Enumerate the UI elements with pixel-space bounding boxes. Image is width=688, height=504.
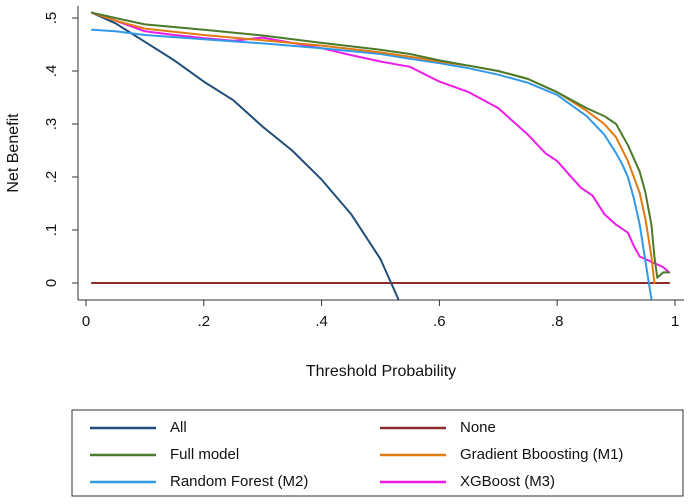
y-ticks: 0 .1 .2 .3 .4 .5	[43, 12, 78, 287]
legend: All None Full model Gradient Bboosting (M1)…	[71, 409, 684, 497]
x-tick-label: 1	[671, 313, 679, 330]
y-tick-label: .4	[43, 65, 60, 78]
x-tick-label: .8	[551, 313, 564, 330]
y-tick-label: .2	[43, 171, 60, 184]
legend-item: All	[90, 419, 187, 436]
series-line-xgboost-m3	[90, 11, 671, 274]
legend-label: All	[170, 419, 187, 436]
plot-lines	[90, 11, 671, 300]
x-tick-label: .6	[433, 313, 446, 330]
legend-item: Random Forest (M2)	[90, 473, 308, 490]
x-axis-title: Threshold Probability	[306, 363, 456, 380]
legend-label: Full model	[170, 446, 239, 463]
legend-item: None	[380, 419, 496, 436]
legend-item: Gradient Bboosting (M1)	[380, 446, 623, 463]
legend-label: None	[460, 419, 496, 436]
x-tick-label: .2	[198, 313, 211, 330]
legend-entries: All None Full model Gradient Bboosting (M1)…	[90, 419, 623, 490]
x-ticks: 0 .2 .4 .6 .8 1	[82, 300, 679, 330]
series-line-full-model	[90, 11, 671, 279]
y-tick-label: .1	[43, 224, 60, 237]
legend-label: XGBoost (M3)	[460, 473, 555, 490]
y-tick-label: .5	[43, 12, 60, 25]
legend-label: Random Forest (M2)	[170, 473, 308, 490]
legend-item: Full model	[90, 446, 239, 463]
x-tick-label: .4	[315, 313, 328, 330]
legend-item: XGBoost (M3)	[380, 473, 555, 490]
y-tick-label: 0	[43, 279, 60, 287]
y-tick-label: .3	[43, 118, 60, 131]
axes: 0 .2 .4 .6 .8 1 0 .1 .2 .3 .4 .5 Threshold Probabi…	[5, 6, 684, 380]
series-line-all	[90, 11, 400, 300]
y-axis-title: Net Benefit	[5, 113, 22, 193]
series-line-random-forest-m2	[90, 28, 653, 300]
legend-box	[71, 409, 684, 497]
legend-label: Gradient Bboosting (M1)	[460, 446, 623, 463]
x-tick-label: 0	[82, 313, 90, 330]
